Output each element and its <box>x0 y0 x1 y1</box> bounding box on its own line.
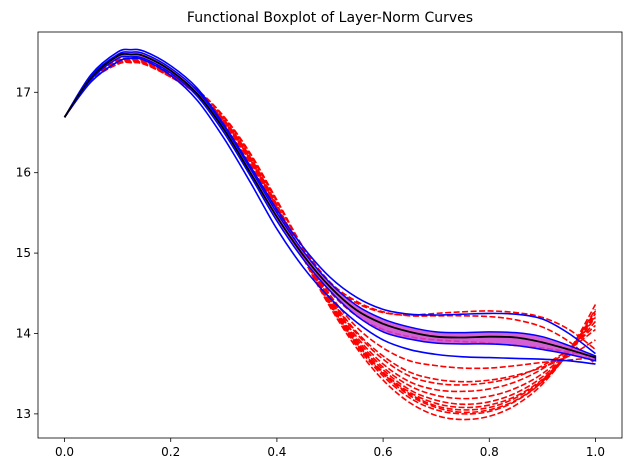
axes-frame <box>37 31 623 439</box>
x-tick-label: 0.8 <box>480 445 499 459</box>
outlier-curve-12 <box>63 58 596 365</box>
x-tick-label: 0.4 <box>267 445 286 459</box>
y-tick-label: 16 <box>16 166 31 180</box>
envelope-curve-2 <box>63 57 596 365</box>
y-axis: 13 14 15 16 17 <box>16 85 38 421</box>
plot-area <box>63 48 597 421</box>
envelope-curve-1 <box>63 48 596 355</box>
x-tick-label: 0.0 <box>55 445 74 459</box>
chart-title: Functional Boxplot of Layer-Norm Curves <box>187 10 473 26</box>
y-tick-label: 13 <box>16 407 31 421</box>
median-curve <box>63 52 596 359</box>
x-tick-label: 1.0 <box>586 445 605 459</box>
x-tick-label: 0.6 <box>374 445 393 459</box>
y-tick-label: 14 <box>16 326 31 340</box>
central-band <box>63 51 597 362</box>
outlier-curve-14 <box>63 59 597 411</box>
x-tick-label: 0.2 <box>161 445 180 459</box>
x-axis: 0.0 0.2 0.4 0.6 0.8 1.0 <box>55 438 605 459</box>
y-tick-label: 15 <box>16 246 31 260</box>
y-tick-label: 17 <box>16 85 31 99</box>
